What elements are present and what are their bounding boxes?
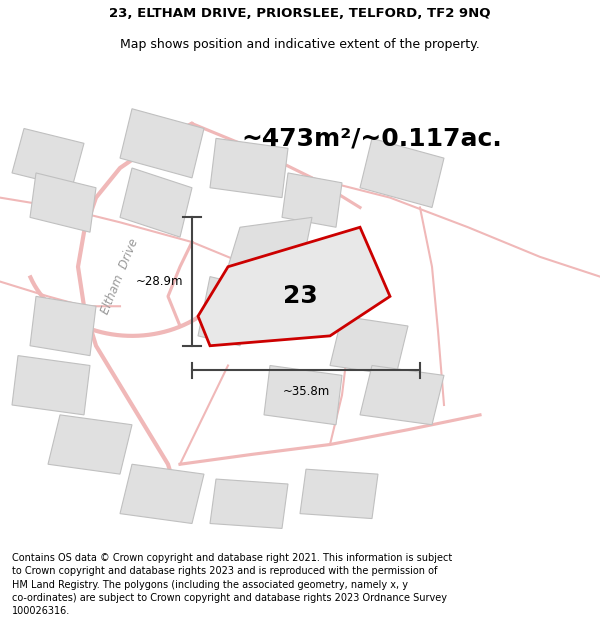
Polygon shape bbox=[198, 277, 252, 346]
Polygon shape bbox=[30, 173, 96, 232]
Polygon shape bbox=[360, 366, 444, 425]
Polygon shape bbox=[120, 464, 204, 524]
Polygon shape bbox=[330, 316, 408, 376]
Polygon shape bbox=[48, 415, 132, 474]
Polygon shape bbox=[360, 138, 444, 208]
Polygon shape bbox=[120, 109, 204, 178]
Text: ~28.9m: ~28.9m bbox=[136, 275, 183, 288]
Polygon shape bbox=[198, 228, 390, 346]
Polygon shape bbox=[300, 469, 378, 519]
Text: Contains OS data © Crown copyright and database right 2021. This information is : Contains OS data © Crown copyright and d… bbox=[12, 553, 452, 616]
Polygon shape bbox=[264, 366, 342, 425]
Text: 23: 23 bbox=[283, 284, 317, 308]
Polygon shape bbox=[210, 138, 288, 198]
Polygon shape bbox=[12, 356, 90, 415]
Polygon shape bbox=[12, 129, 84, 188]
Text: Map shows position and indicative extent of the property.: Map shows position and indicative extent… bbox=[120, 38, 480, 51]
Polygon shape bbox=[222, 217, 312, 286]
Text: ~473m²/~0.117ac.: ~473m²/~0.117ac. bbox=[242, 126, 502, 151]
Polygon shape bbox=[210, 479, 288, 529]
Text: ~35.8m: ~35.8m bbox=[283, 385, 329, 398]
Text: Eltham  Drive: Eltham Drive bbox=[99, 237, 141, 316]
Polygon shape bbox=[30, 296, 96, 356]
Polygon shape bbox=[120, 168, 192, 237]
Polygon shape bbox=[282, 173, 342, 228]
Text: 23, ELTHAM DRIVE, PRIORSLEE, TELFORD, TF2 9NQ: 23, ELTHAM DRIVE, PRIORSLEE, TELFORD, TF… bbox=[109, 6, 491, 19]
